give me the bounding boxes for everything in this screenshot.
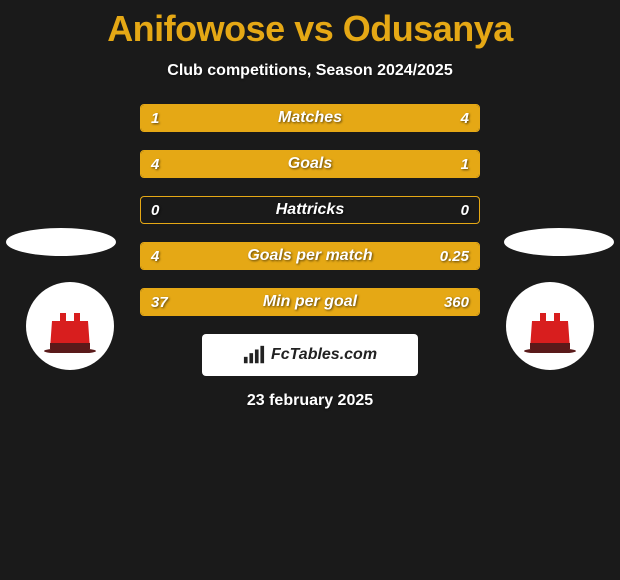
watermark: FcTables.com xyxy=(202,334,418,376)
stat-label: Matches xyxy=(141,105,479,131)
subtitle: Club competitions, Season 2024/2025 xyxy=(0,62,620,80)
stat-row: 40.25Goals per match xyxy=(140,242,480,270)
player-right-oval-badge xyxy=(504,228,614,256)
club-tower-icon xyxy=(520,299,580,353)
stat-row: 37360Min per goal xyxy=(140,288,480,316)
stat-row: 14Matches xyxy=(140,104,480,132)
stat-label: Goals per match xyxy=(141,243,479,269)
date-label: 23 february 2025 xyxy=(0,392,620,410)
bar-chart-icon xyxy=(243,345,265,365)
player-left-club-badge xyxy=(26,282,114,370)
stat-label: Goals xyxy=(141,151,479,177)
comparison-panel: 14Matches 41Goals 00Hattricks 40.25Goals pe… xyxy=(0,104,620,410)
stat-label: Hattricks xyxy=(141,197,479,223)
player-right-club-badge xyxy=(506,282,594,370)
stat-label: Min per goal xyxy=(141,289,479,315)
watermark-text: FcTables.com xyxy=(271,346,377,364)
player-left-oval-badge xyxy=(6,228,116,256)
stat-bars: 14Matches 41Goals 00Hattricks 40.25Goals pe… xyxy=(140,104,480,316)
stat-row: 41Goals xyxy=(140,150,480,178)
stat-row: 00Hattricks xyxy=(140,196,480,224)
page-title: Anifowose vs Odusanya xyxy=(0,0,620,50)
club-tower-icon xyxy=(40,299,100,353)
